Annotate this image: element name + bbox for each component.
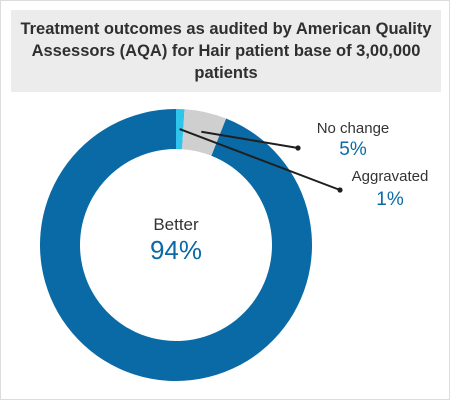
chart-title: Treatment outcomes as audited by America… — [20, 20, 432, 82]
label-better: Better — [153, 215, 199, 234]
slice-better — [39, 109, 312, 381]
chart-title-box: Treatment outcomes as audited by America… — [11, 10, 441, 92]
leader-line-aggravated — [179, 128, 341, 191]
value-aggravated: 1% — [376, 189, 404, 210]
label-no-change: No change — [317, 120, 390, 137]
label-aggravated: Aggravated — [352, 168, 429, 185]
value-better: 94% — [150, 235, 202, 265]
value-no-change: 5% — [339, 139, 367, 160]
leader-dot-no-change — [295, 145, 301, 151]
leader-dot-aggravated — [337, 187, 343, 193]
leader-line-no-change — [201, 130, 299, 149]
